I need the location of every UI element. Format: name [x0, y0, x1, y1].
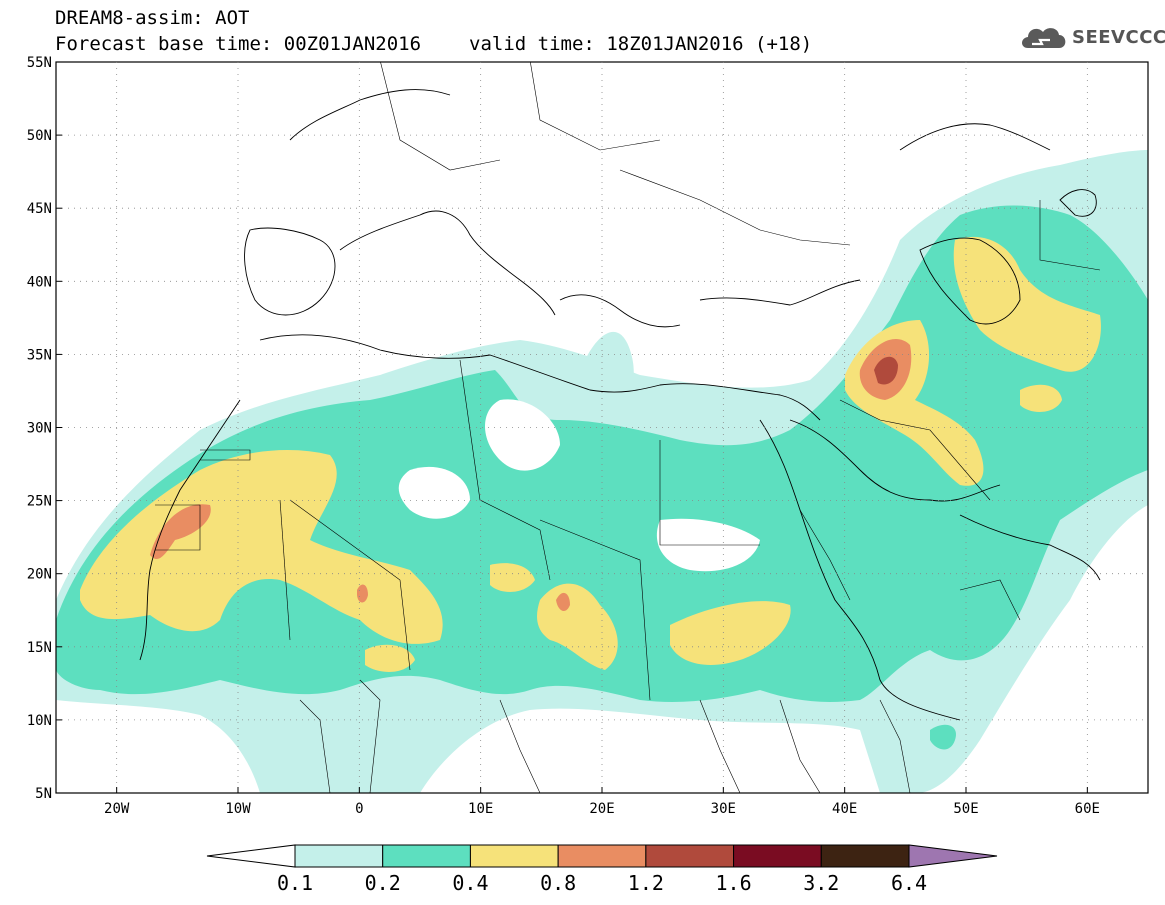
lat-label: 35N [27, 347, 52, 363]
lon-label: 0 [355, 801, 363, 817]
map-title: DREAM8-assim: AOT [55, 7, 250, 29]
colorbar-segment [645, 844, 735, 868]
colorbar-label: 3.2 [803, 871, 839, 895]
lon-label: 20E [589, 801, 614, 817]
seevccc-logo: SEEVCCC [1018, 22, 1165, 52]
lat-label: 50N [27, 128, 52, 144]
lat-label: 30N [27, 421, 52, 437]
lon-label: 10W [225, 801, 251, 817]
colorbar-segment [469, 844, 559, 868]
colorbar-segment [382, 844, 471, 868]
lon-label: 60E [1075, 801, 1100, 817]
graticule [56, 62, 1148, 793]
colorbar-segment [820, 844, 910, 868]
lat-label: 25N [27, 494, 52, 510]
latitude-labels: 55N 50N 45N 40N 35N 30N 25N 20N 15N 10N 5N [27, 55, 62, 802]
colorbar-min-arrow [206, 844, 296, 868]
aot-level-1.2 [874, 356, 898, 385]
colorbar-segment [733, 844, 822, 868]
colorbar-label: 1.6 [716, 871, 752, 895]
lat-label: 10N [27, 713, 52, 729]
logo-text: SEEVCCC [1072, 26, 1165, 48]
lat-label: 5N [35, 786, 52, 802]
lat-label: 15N [27, 640, 52, 656]
colorbar-max-arrow [908, 844, 998, 868]
base-time: Forecast base time: 00Z01JAN2016 [55, 33, 422, 55]
colorbar: 0.1 0.2 0.4 0.8 1.2 1.6 3.2 6.4 [206, 844, 998, 895]
lon-label: 40E [832, 801, 857, 817]
cloud-icon [1022, 28, 1066, 48]
aot-field [56, 150, 1148, 793]
lon-label: 20W [104, 801, 130, 817]
colorbar-label: 0.2 [365, 871, 401, 895]
colorbar-label: 0.8 [540, 871, 576, 895]
colorbar-segment [557, 844, 647, 868]
longitude-labels: 20W 10W 0 10E 20E 30E 40E 50E 60E [104, 787, 1100, 817]
valid-time: valid time: 18Z01JAN2016 (+18) [469, 33, 813, 55]
lat-label: 45N [27, 201, 52, 217]
colorbar-label: 0.4 [452, 871, 488, 895]
colorbar-segment [294, 844, 384, 868]
lat-label: 20N [27, 567, 52, 583]
lat-label: 55N [27, 55, 52, 71]
lon-label: 30E [711, 801, 736, 817]
colorbar-label: 6.4 [891, 871, 927, 895]
aot-level-0.4 [80, 236, 1101, 672]
colorbar-label: 1.2 [628, 871, 664, 895]
lon-label: 10E [468, 801, 493, 817]
map-subtitle: Forecast base time: 00Z01JAN2016 valid ti… [55, 34, 812, 54]
lat-label: 40N [27, 274, 52, 290]
colorbar-label: 0.1 [277, 871, 313, 895]
country-borders [155, 62, 1101, 793]
lon-label: 50E [953, 801, 978, 817]
